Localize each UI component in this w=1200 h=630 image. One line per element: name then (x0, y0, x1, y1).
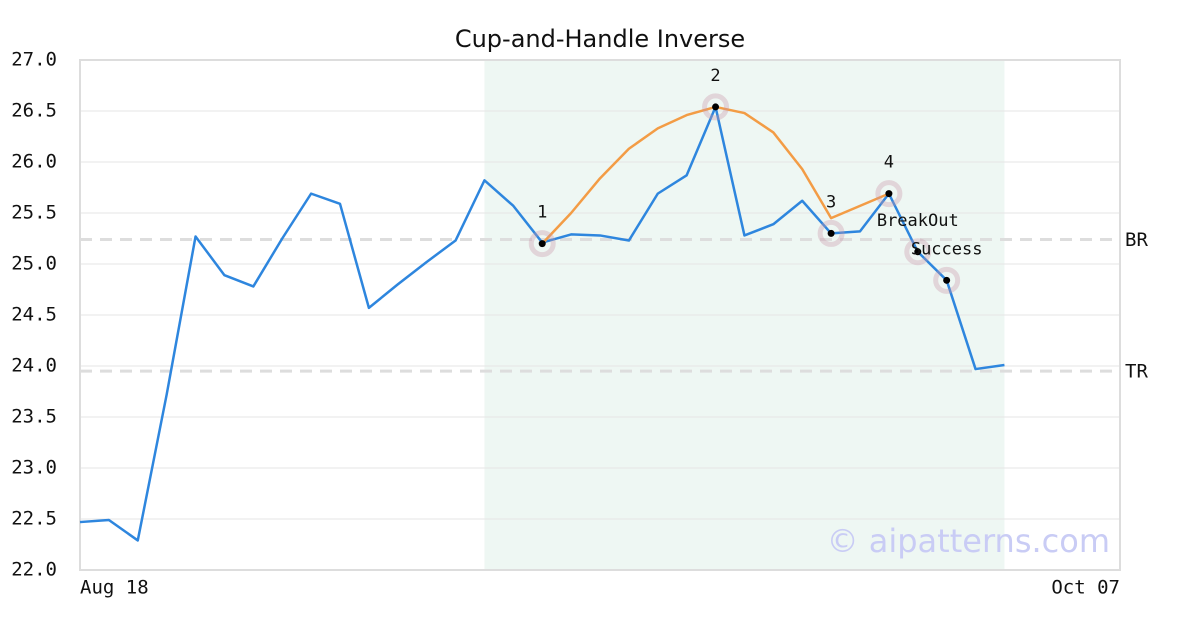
y-tick-label: 23.0 (11, 457, 57, 479)
point-halo (702, 93, 730, 121)
y-tick-label: 24.5 (11, 304, 57, 326)
point-halo (817, 219, 845, 247)
y-tick-label: 24.0 (11, 355, 57, 377)
chart-title: Cup-and-Handle Inverse (455, 25, 745, 53)
point-marker (914, 248, 922, 256)
point-halo (933, 266, 961, 294)
y-tick-label: 25.5 (11, 202, 57, 224)
y-tick-label: 26.5 (11, 100, 57, 122)
point-label: 4 (884, 153, 894, 173)
y-tick-label: 25.0 (11, 253, 57, 275)
plot-frame (79, 59, 1121, 571)
point-marker (885, 190, 893, 198)
point-label: BreakOut (877, 211, 959, 231)
y-tick-label: 22.5 (11, 508, 57, 530)
point-halo (904, 238, 932, 266)
y-tick-label: 23.5 (11, 406, 57, 428)
point-marker (827, 229, 835, 237)
y-tick-label: 22.0 (11, 559, 57, 581)
point-marker (712, 103, 720, 111)
level-label: BR (1125, 229, 1148, 251)
point-label: Success (911, 239, 983, 259)
point-label: 2 (710, 66, 720, 86)
point-label: 1 (537, 203, 547, 223)
point-marker (943, 276, 951, 284)
point-halo (875, 180, 903, 208)
y-tick-label: 26.0 (11, 151, 57, 173)
x-tick-label: Oct 07 (1051, 577, 1120, 599)
watermark: © aipatterns.com (827, 522, 1110, 560)
point-label: 3 (826, 192, 836, 212)
point-marker (538, 240, 546, 248)
point-halo (528, 230, 556, 258)
level-label: TR (1125, 361, 1148, 383)
y-tick-label: 27.0 (11, 49, 57, 71)
x-tick-label: Aug 18 (80, 577, 149, 599)
